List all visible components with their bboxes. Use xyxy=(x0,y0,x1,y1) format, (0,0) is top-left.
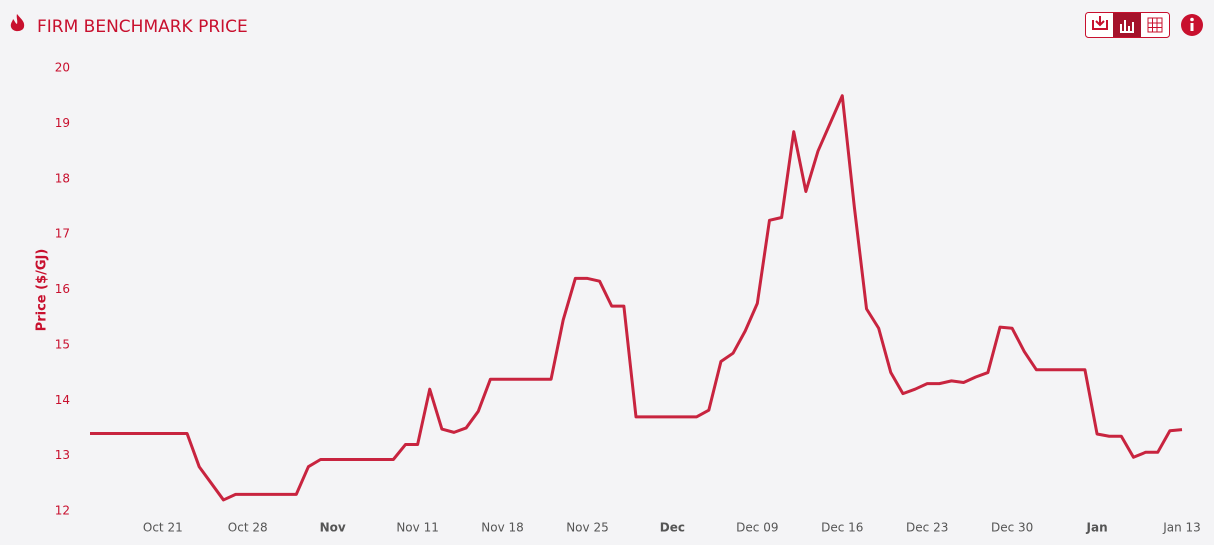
y-tick-label: 13 xyxy=(55,448,70,462)
x-tick-label: Dec 30 xyxy=(991,521,1033,535)
download-button[interactable] xyxy=(1092,16,1108,30)
view-toggle xyxy=(1085,12,1170,38)
price-line xyxy=(90,94,1183,502)
y-tick-label: 18 xyxy=(55,171,70,185)
x-tick-label: Oct 28 xyxy=(228,521,268,535)
x-tick-label: Dec 16 xyxy=(821,521,863,535)
table-view-button[interactable] xyxy=(1147,17,1163,33)
y-axis-title: Price ($/GJ) xyxy=(35,249,50,332)
y-tick-label: 16 xyxy=(55,282,70,296)
x-tick-label: Nov 18 xyxy=(481,521,524,535)
x-tick-label: Dec 23 xyxy=(906,521,948,535)
y-tick-label: 17 xyxy=(55,227,70,241)
x-tick-label: Nov xyxy=(320,521,346,535)
flame-icon xyxy=(10,14,25,32)
x-tick-label: Nov 25 xyxy=(566,521,609,535)
y-tick-label: 19 xyxy=(55,116,70,130)
x-tick-label: Oct 21 xyxy=(143,521,183,535)
y-tick-label: 15 xyxy=(55,337,70,351)
x-tick-label: Dec xyxy=(660,521,685,535)
x-tick-label: Dec 09 xyxy=(736,521,778,535)
y-tick-label: 20 xyxy=(55,61,70,75)
x-tick-label: Nov 11 xyxy=(396,521,439,535)
info-button[interactable] xyxy=(1181,14,1203,36)
chart-view-button[interactable] xyxy=(1113,13,1141,37)
x-tick-label: Jan xyxy=(1086,521,1108,535)
x-tick-label: Jan 13 xyxy=(1162,521,1201,535)
chart-title: FIRM BENCHMARK PRICE xyxy=(37,17,248,37)
y-tick-label: 14 xyxy=(55,393,70,407)
y-tick-label: 12 xyxy=(55,504,70,518)
